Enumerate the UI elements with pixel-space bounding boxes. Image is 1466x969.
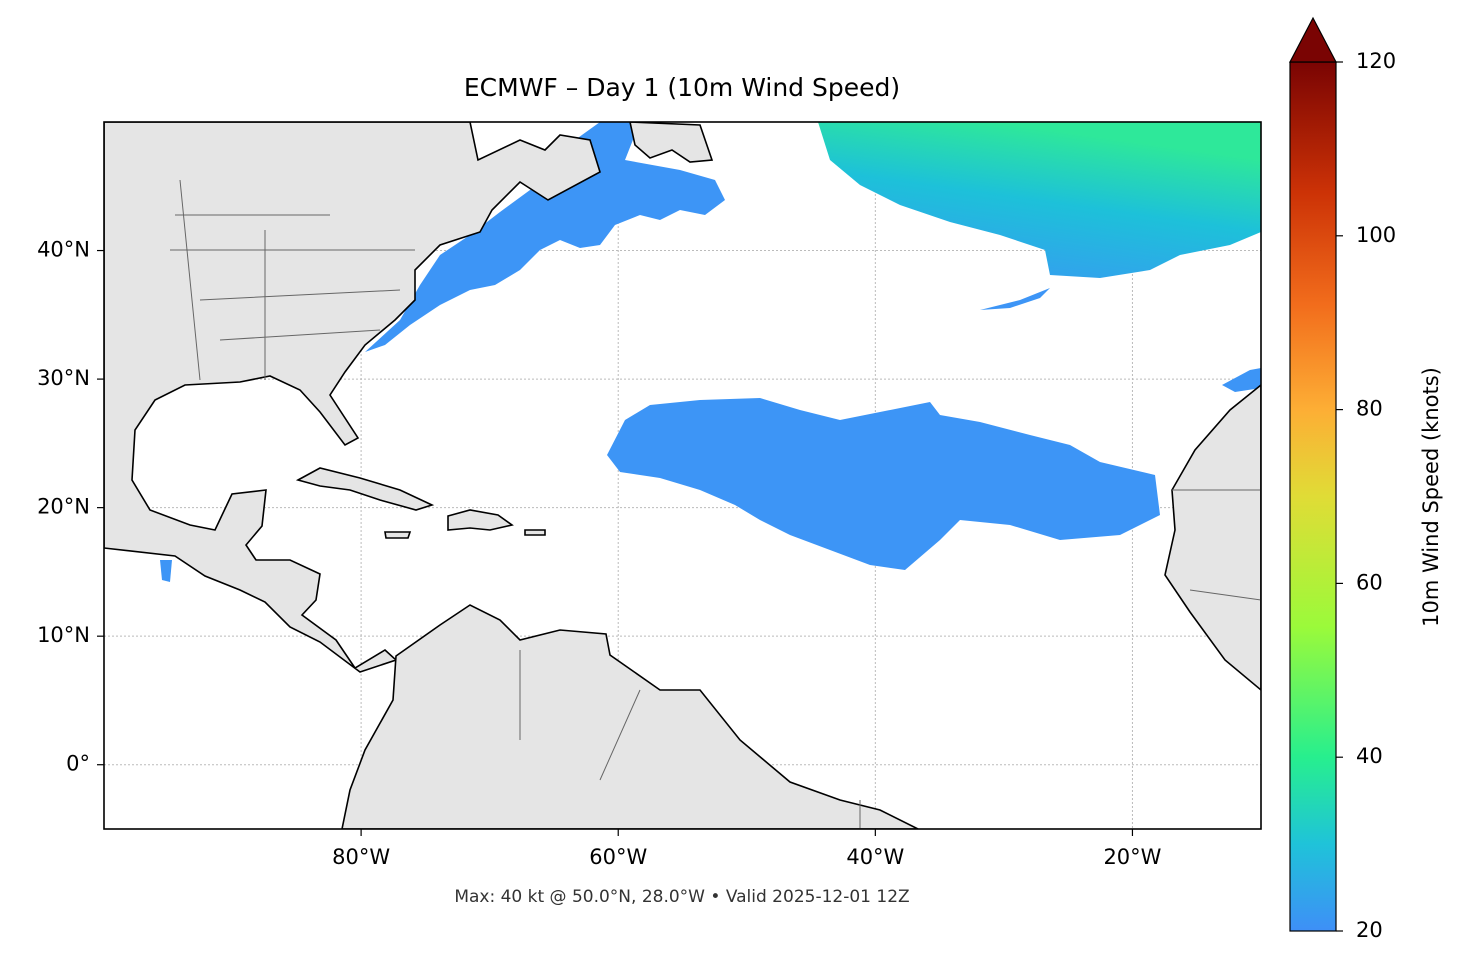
x-tick-label: 40°W [846, 845, 904, 869]
colorbar-tick-label: 120 [1356, 49, 1396, 73]
colorbar: 10m Wind Speed (knots) 20 40 60 80 100 120 [1289, 16, 1443, 942]
x-tick-label: 80°W [332, 845, 390, 869]
y-tick-label: 20°N [37, 495, 90, 519]
wind-field [160, 122, 1261, 582]
colorbar-tick-label: 100 [1356, 223, 1396, 247]
y-tick-label: 10°N [37, 623, 90, 647]
y-tick-label: 0° [66, 752, 90, 776]
colorbar-tick-label: 60 [1356, 570, 1383, 594]
map-frame [103, 121, 1262, 830]
land [104, 122, 1261, 829]
colorbar-label: 10m Wind Speed (knots) [1419, 367, 1443, 627]
map-area [104, 122, 1261, 829]
colorbar-tick-label: 80 [1356, 397, 1383, 421]
y-tick-label: 40°N [37, 238, 90, 262]
colorbar-tick-label: 40 [1356, 744, 1383, 768]
x-tick-label: 20°W [1103, 845, 1161, 869]
y-tick-label: 30°N [37, 366, 90, 390]
colorbar-tick-label: 20 [1356, 918, 1383, 942]
map-title: ECMWF – Day 1 (10m Wind Speed) [464, 73, 900, 102]
x-tick-label: 60°W [589, 845, 647, 869]
colorbar-ramp [1289, 61, 1337, 932]
colorbar-extend-arrow [1289, 16, 1337, 63]
map-axes: 80°W 60°W 40°W 20°W 0° 10°N 20°N 30°N 40°N [37, 238, 1162, 869]
map-footer: Max: 40 kt @ 50.0°N, 28.0°W • Valid 2025… [454, 887, 909, 907]
